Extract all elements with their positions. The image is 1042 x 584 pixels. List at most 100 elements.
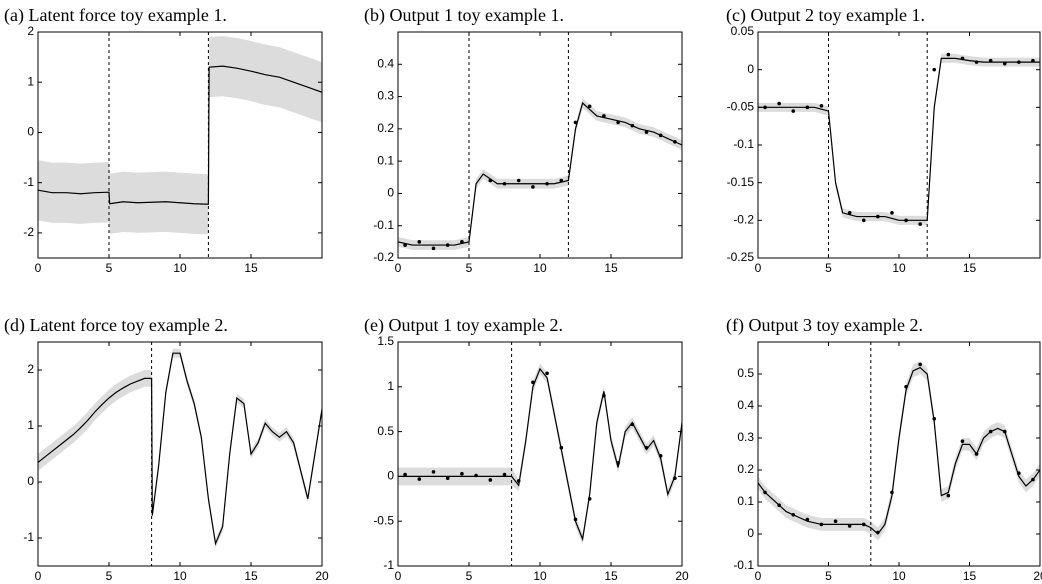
observation	[890, 490, 894, 495]
y-tick-label: -1	[383, 558, 394, 572]
observation	[1017, 471, 1021, 476]
x-tick-label: 0	[755, 261, 762, 275]
confidence-band	[398, 363, 682, 545]
plot-area	[398, 342, 682, 566]
x-tick-label: 20	[675, 569, 689, 583]
mean-line	[398, 101, 682, 246]
x-tick-label: 5	[466, 569, 473, 583]
y-tick-label: 0.2	[737, 462, 754, 476]
observation	[988, 58, 993, 63]
y-tick-label: 0	[747, 62, 754, 76]
y-tick-label: 1	[27, 418, 34, 432]
x-tick-label: 5	[106, 261, 113, 275]
observation	[1002, 61, 1007, 66]
y-tick-label: 0	[747, 526, 754, 540]
y-tick-label: -0.1	[373, 218, 394, 232]
observation	[445, 476, 450, 480]
x-tick-label: 15	[244, 569, 258, 583]
x-tick-label: 5	[825, 261, 832, 275]
observation	[1002, 429, 1007, 434]
observation	[616, 120, 620, 125]
x-tick-label: 5	[825, 569, 832, 583]
observation	[1031, 477, 1035, 482]
observation	[445, 243, 450, 247]
observation	[833, 519, 838, 523]
observation	[988, 429, 993, 434]
observation	[502, 181, 507, 186]
x-tick-label: 5	[466, 261, 473, 275]
y-tick-label: 2	[27, 24, 34, 38]
confidence-band	[758, 53, 1040, 225]
x-tick-label: 10	[533, 261, 547, 275]
confidence-band	[758, 361, 1040, 541]
observation	[531, 185, 535, 189]
x-tick-label: 10	[892, 261, 906, 275]
y-tick-label: -0.2	[373, 250, 394, 264]
y-tick-label: -0.15	[727, 175, 755, 189]
observation	[1017, 60, 1021, 64]
observation	[630, 123, 635, 128]
y-tick-label: 0.5	[737, 366, 754, 380]
mean-line	[758, 57, 1040, 221]
observation	[616, 461, 620, 465]
y-tick-label: 0.3	[737, 430, 754, 444]
observation	[673, 139, 677, 144]
y-tick-label: -0.05	[727, 100, 755, 114]
observation	[559, 445, 564, 450]
panel-title: (b) Output 1 toy example 1.	[364, 5, 564, 26]
mean-line	[758, 366, 1040, 535]
observation	[417, 240, 422, 244]
plot-area	[758, 342, 1040, 566]
observation	[488, 478, 493, 482]
x-tick-label: 15	[604, 261, 618, 275]
panel-title: (d) Latent force toy example 2.	[4, 315, 228, 336]
observation	[658, 133, 663, 138]
x-tick-label: 15	[244, 261, 258, 275]
observation	[403, 472, 407, 477]
y-tick-label: -0.2	[733, 213, 754, 227]
plot-area	[398, 32, 682, 258]
x-tick-label: 15	[963, 261, 977, 275]
y-tick-label: 0.3	[377, 89, 394, 103]
observation	[644, 445, 649, 450]
observation	[904, 218, 908, 223]
observation	[531, 380, 535, 385]
observation	[819, 104, 824, 108]
x-tick-label: 10	[173, 261, 187, 275]
y-tick-label: -0.1	[733, 558, 754, 572]
observation	[587, 104, 592, 109]
x-tick-label: 20	[1033, 569, 1042, 583]
observation	[545, 181, 549, 186]
y-tick-label: -1	[23, 530, 34, 544]
observation	[602, 393, 606, 398]
x-tick-label: 15	[604, 569, 618, 583]
observation	[658, 453, 663, 458]
observation	[904, 385, 908, 389]
x-tick-label: 20	[315, 569, 329, 583]
x-tick-label: 5	[106, 569, 113, 583]
observation	[946, 493, 951, 498]
observation	[630, 422, 635, 427]
observation	[791, 109, 796, 113]
observation	[861, 522, 866, 527]
observation	[960, 439, 965, 444]
observation	[573, 517, 578, 522]
plot-area	[758, 32, 1040, 258]
observation	[791, 513, 796, 517]
y-tick-label: 0.1	[377, 153, 394, 167]
x-tick-label: 0	[35, 261, 42, 275]
observation	[805, 517, 810, 522]
x-tick-label: 10	[892, 569, 906, 583]
panel-title: (a) Latent force toy example 1.	[4, 5, 227, 26]
observation	[431, 470, 436, 474]
x-tick-label: 0	[755, 569, 762, 583]
x-tick-label: 0	[395, 569, 402, 583]
observation	[974, 60, 979, 64]
y-tick-label: 1	[27, 74, 34, 88]
mean-line	[38, 65, 322, 205]
observation	[460, 240, 464, 244]
observation	[847, 524, 852, 528]
observation	[876, 530, 880, 535]
confidence-band	[38, 36, 322, 235]
y-tick-label: 1	[387, 379, 394, 393]
